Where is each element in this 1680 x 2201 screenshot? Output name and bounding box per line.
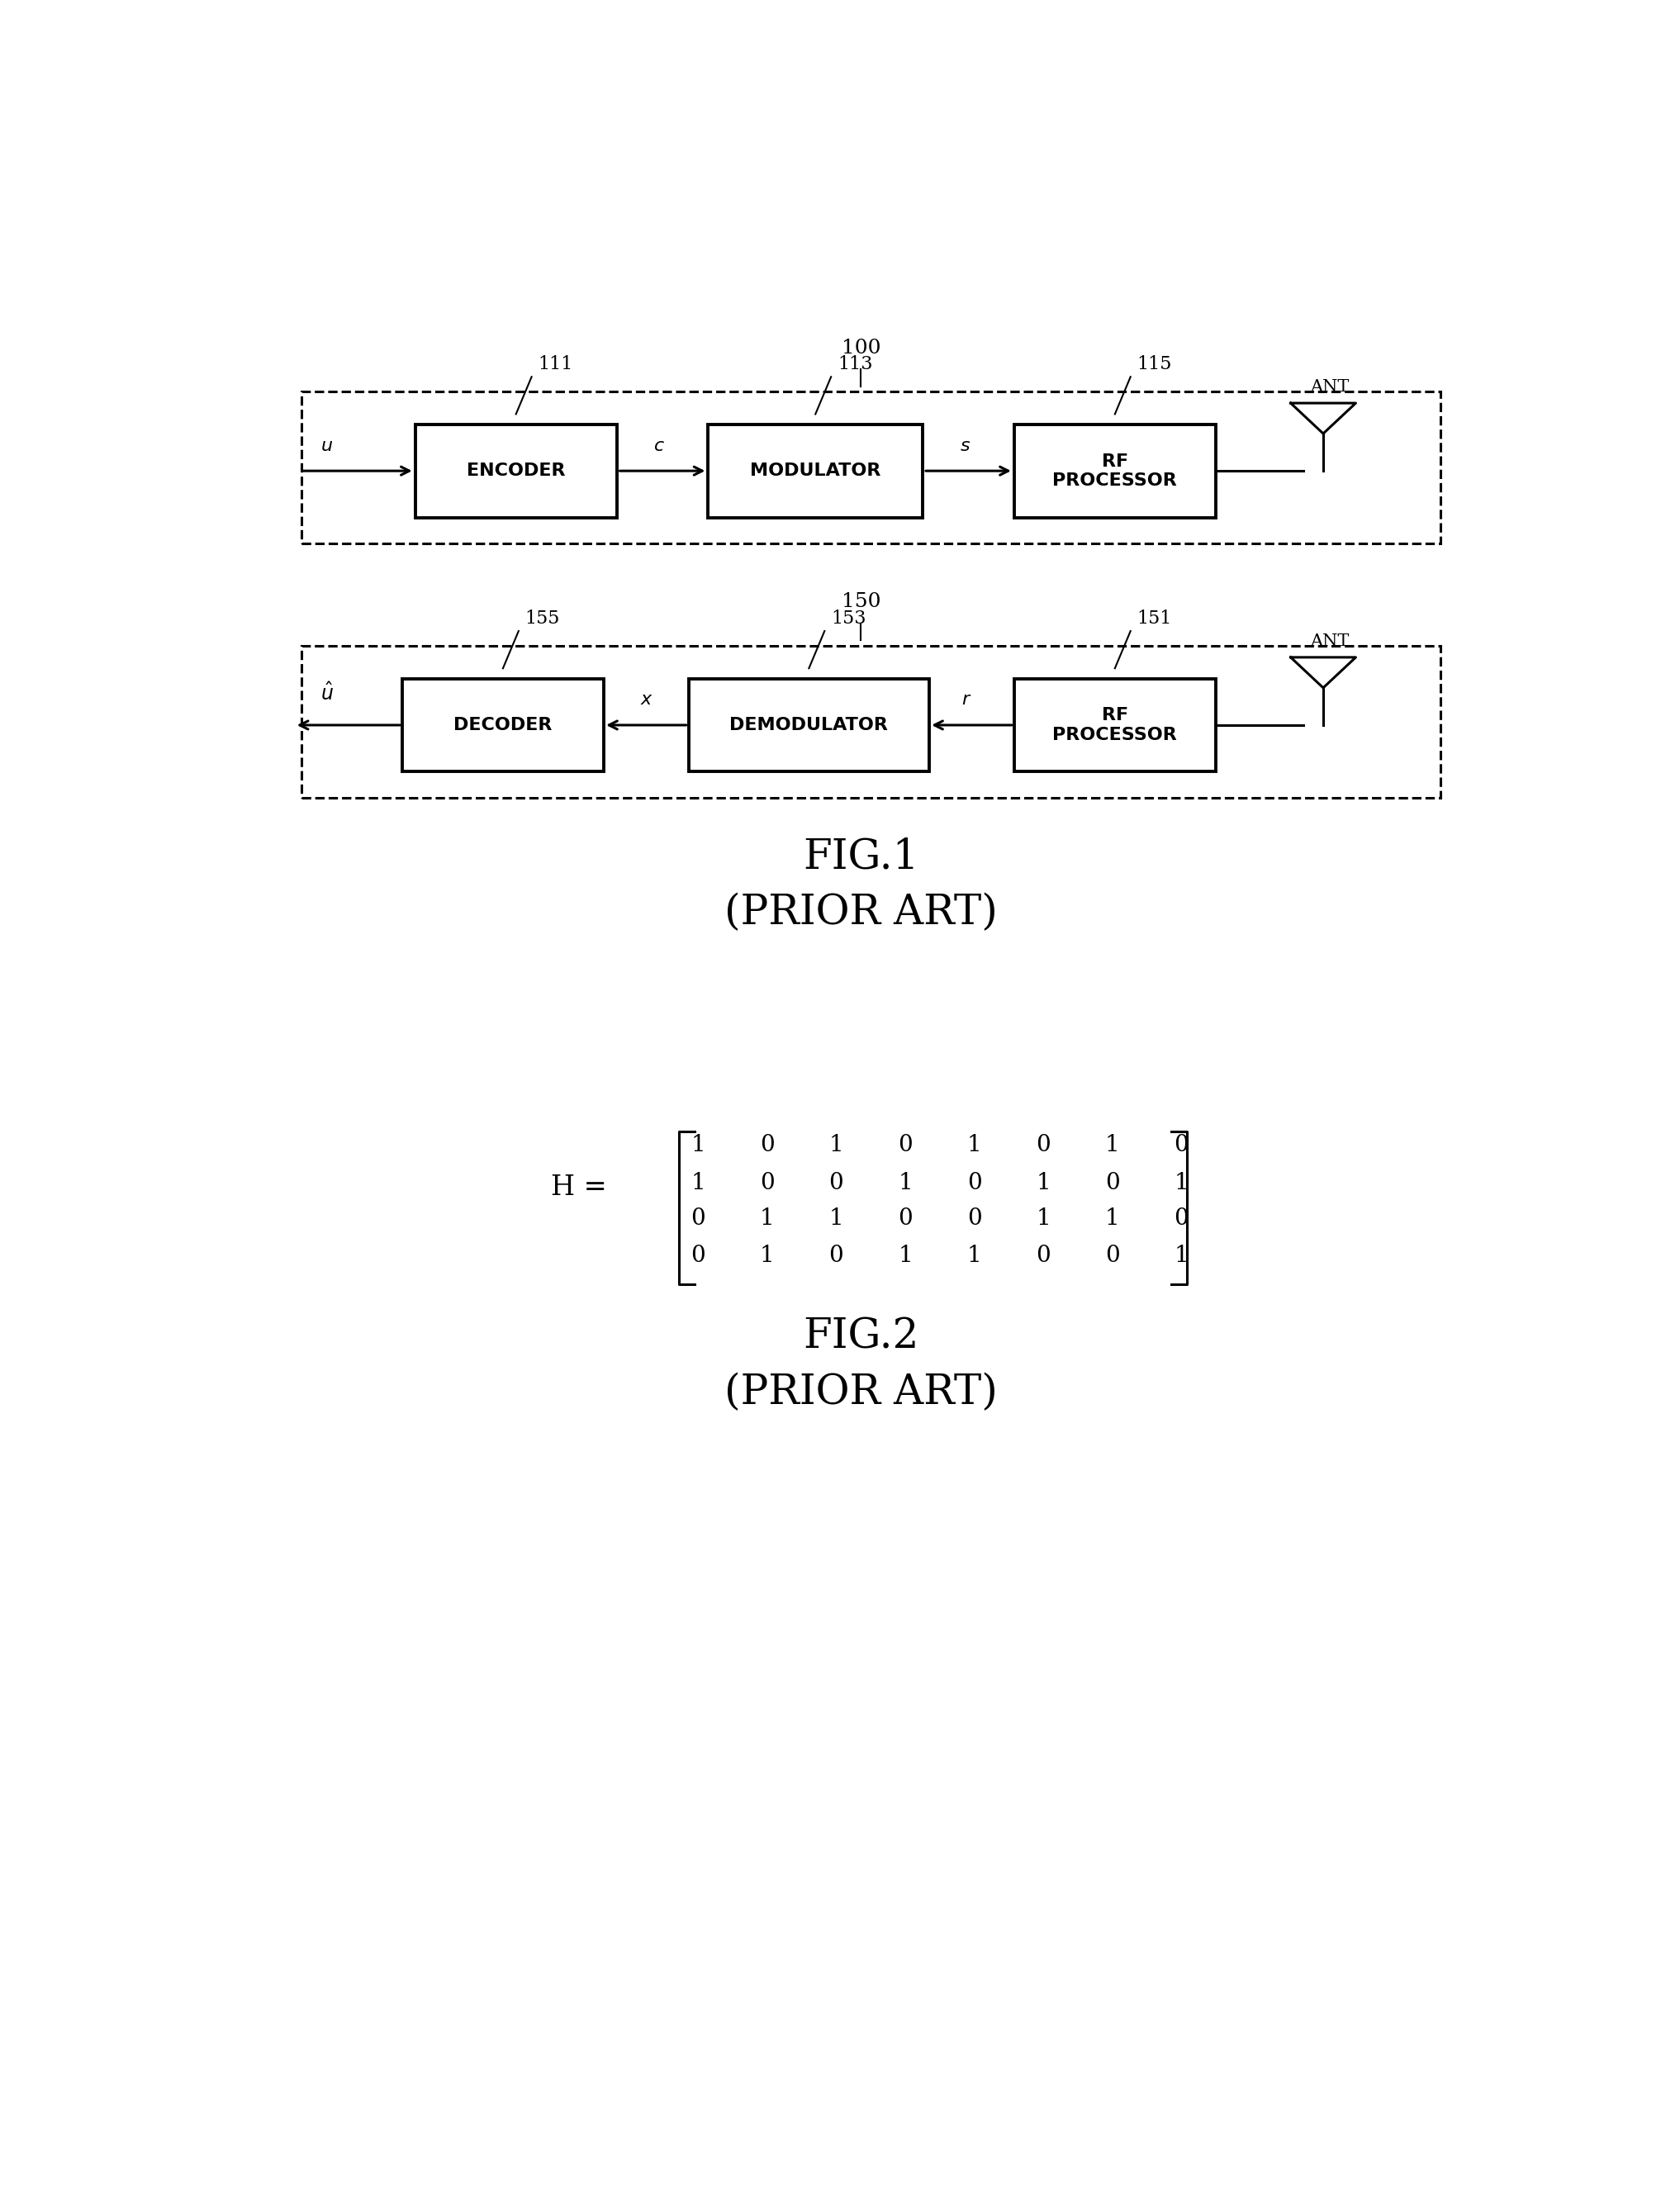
Text: (PRIOR ART): (PRIOR ART) (724, 894, 998, 933)
Text: 1: 1 (1174, 1171, 1189, 1193)
Text: x: x (640, 691, 652, 709)
Text: 0: 0 (1037, 1134, 1050, 1156)
Text: 153: 153 (832, 610, 867, 627)
Text: c: c (654, 438, 664, 453)
Text: 1: 1 (690, 1134, 706, 1156)
Text: 1: 1 (759, 1206, 774, 1230)
Text: 1: 1 (1105, 1206, 1119, 1230)
Text: 100: 100 (842, 339, 880, 357)
Text: u: u (321, 438, 333, 453)
Text: FIG.2: FIG.2 (803, 1316, 919, 1358)
Text: 1: 1 (897, 1244, 912, 1268)
Text: 113: 113 (838, 354, 872, 374)
Text: 1: 1 (759, 1244, 774, 1268)
Text: 0: 0 (1105, 1171, 1119, 1193)
Text: 0: 0 (759, 1134, 774, 1156)
Text: $\hat{u}$: $\hat{u}$ (321, 682, 334, 704)
Text: 0: 0 (968, 1206, 981, 1230)
Text: 0: 0 (690, 1206, 706, 1230)
Text: 0: 0 (828, 1171, 843, 1193)
Text: 0: 0 (1174, 1134, 1189, 1156)
Text: RF
PROCESSOR: RF PROCESSOR (1053, 453, 1178, 489)
Text: 0: 0 (968, 1171, 981, 1193)
Text: 0: 0 (897, 1206, 912, 1230)
Bar (707, 425, 922, 517)
Text: 155: 155 (526, 610, 559, 627)
Text: 1: 1 (690, 1171, 706, 1193)
Bar (301, 392, 1440, 544)
Text: 111: 111 (538, 354, 573, 374)
Text: 1: 1 (1037, 1171, 1050, 1193)
Text: 1: 1 (968, 1134, 981, 1156)
Text: r: r (961, 691, 969, 709)
Bar (415, 425, 617, 517)
Text: ANT: ANT (1310, 634, 1349, 649)
Text: 150: 150 (842, 592, 880, 612)
Text: DECODER: DECODER (454, 718, 553, 733)
Bar (1015, 678, 1216, 773)
Text: DEMODULATOR: DEMODULATOR (729, 718, 889, 733)
Text: 0: 0 (1174, 1206, 1189, 1230)
Text: RF
PROCESSOR: RF PROCESSOR (1053, 707, 1178, 744)
Text: 0: 0 (897, 1134, 912, 1156)
Text: 0: 0 (1105, 1244, 1119, 1268)
Text: ENCODER: ENCODER (467, 462, 566, 480)
Bar (301, 645, 1440, 799)
Bar (402, 678, 603, 773)
Text: H =: H = (551, 1175, 606, 1202)
Text: 0: 0 (1037, 1244, 1050, 1268)
Text: 0: 0 (690, 1244, 706, 1268)
Text: 115: 115 (1137, 354, 1173, 374)
Text: 151: 151 (1137, 610, 1173, 627)
Text: 1: 1 (1037, 1206, 1050, 1230)
Text: (PRIOR ART): (PRIOR ART) (724, 1373, 998, 1413)
Text: FIG.1: FIG.1 (803, 836, 919, 878)
Text: 1: 1 (828, 1206, 843, 1230)
Text: 1: 1 (968, 1244, 981, 1268)
Bar (1015, 425, 1216, 517)
Text: 1: 1 (1105, 1134, 1119, 1156)
Text: 1: 1 (828, 1134, 843, 1156)
Text: ANT: ANT (1310, 379, 1349, 394)
Text: 1: 1 (897, 1171, 912, 1193)
Text: 1: 1 (1174, 1244, 1189, 1268)
Text: s: s (961, 438, 969, 453)
Text: 0: 0 (759, 1171, 774, 1193)
Bar (689, 678, 929, 773)
Text: MODULATOR: MODULATOR (749, 462, 880, 480)
Text: 0: 0 (828, 1244, 843, 1268)
